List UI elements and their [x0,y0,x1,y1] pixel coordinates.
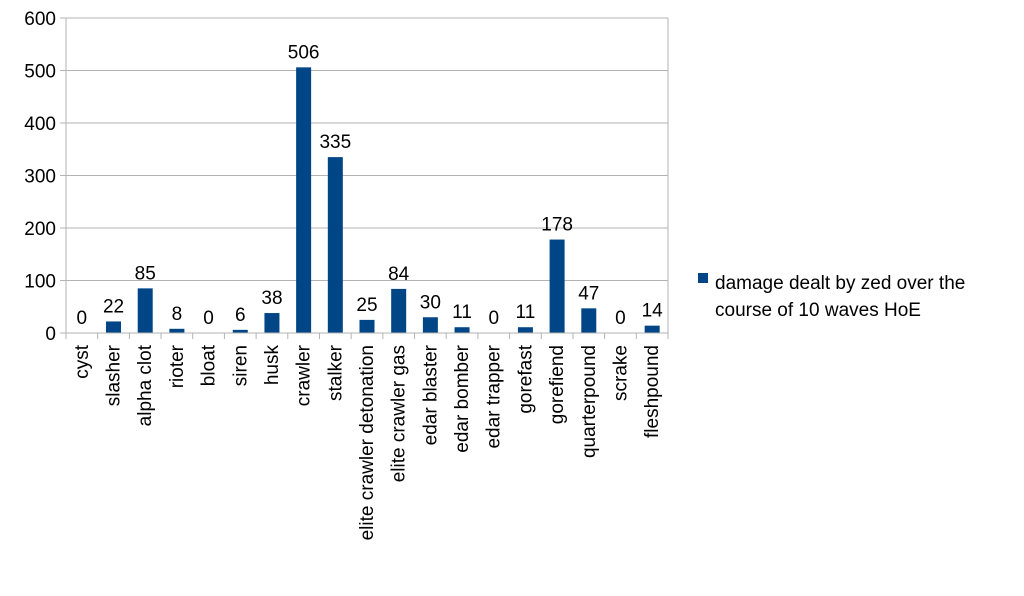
bar [581,308,597,333]
bar [137,288,153,333]
x-tick-label: siren [230,345,251,386]
gridlines [66,17,669,334]
bar [264,313,280,333]
y-tick-label: 500 [24,62,56,83]
data-label: 0 [77,308,88,329]
bar [454,327,470,333]
y-axis: 0 100 200 300 400 500 600 [24,9,67,345]
legend-swatch [698,273,708,283]
x-tick-label: stalker [325,344,346,401]
x-tick-label: edar blaster [420,344,441,445]
data-label: 38 [261,288,282,309]
data-label: 335 [319,132,351,153]
x-tick-label: rioter [167,344,188,388]
bar [517,327,533,333]
data-label: 0 [488,308,499,329]
legend-label: course of 10 waves HoE [715,300,921,321]
y-tick-label: 400 [24,114,56,135]
y-tick-label: 0 [45,324,56,345]
x-tick-label: elite crawler detonation [357,345,378,540]
bars [106,67,660,333]
data-label: 25 [356,295,377,316]
x-tick-label: cyst [72,344,93,379]
bar [106,321,122,333]
x-tick-label: gorefiend [547,345,568,424]
bar [644,325,660,333]
x-tick-label: quarterpound [579,345,600,458]
bar [232,329,248,333]
data-label: 14 [642,301,664,322]
x-tick-label: edar trapper [484,344,505,448]
data-label: 30 [420,292,441,313]
x-tick-label: slasher [104,344,125,406]
data-label: 178 [541,215,573,236]
x-tick-label: gorefast [515,344,536,413]
data-label: 0 [203,308,214,329]
bar [549,239,565,333]
data-label: 8 [172,304,183,325]
x-tick-label: fleshpound [642,345,663,438]
bar [359,319,375,333]
bar [296,67,312,333]
y-tick-label: 600 [24,9,56,30]
x-tick-label: crawler [294,344,315,406]
data-label: 22 [103,296,124,317]
legend: damage dealt by zed over the course of 1… [698,273,965,321]
y-tick-label: 300 [24,167,56,188]
y-tick-label: 200 [24,219,56,240]
bar [422,317,438,333]
data-label: 85 [135,263,156,284]
x-tick-label: edar bomber [452,344,473,452]
data-label: 11 [516,302,536,323]
legend-label: damage dealt by zed over the [715,273,965,294]
x-tick-label: bloat [199,344,220,386]
data-label: 84 [388,264,410,285]
data-label: 6 [235,305,246,326]
x-axis: cyst slasher alpha clot rioter bloat siren hus… [65,332,669,540]
x-tick-label: husk [262,345,283,386]
bar [391,288,407,333]
x-tick-label: alpha clot [135,344,156,426]
data-label: 47 [578,283,599,304]
data-label: 11 [452,302,472,323]
bar [327,157,343,333]
data-label: 506 [288,42,320,63]
data-label: 0 [615,308,626,329]
x-tick-label: elite crawler gas [389,345,410,482]
bar [169,328,185,333]
y-tick-label: 100 [24,272,56,293]
x-tick-label: scrake [610,345,631,401]
